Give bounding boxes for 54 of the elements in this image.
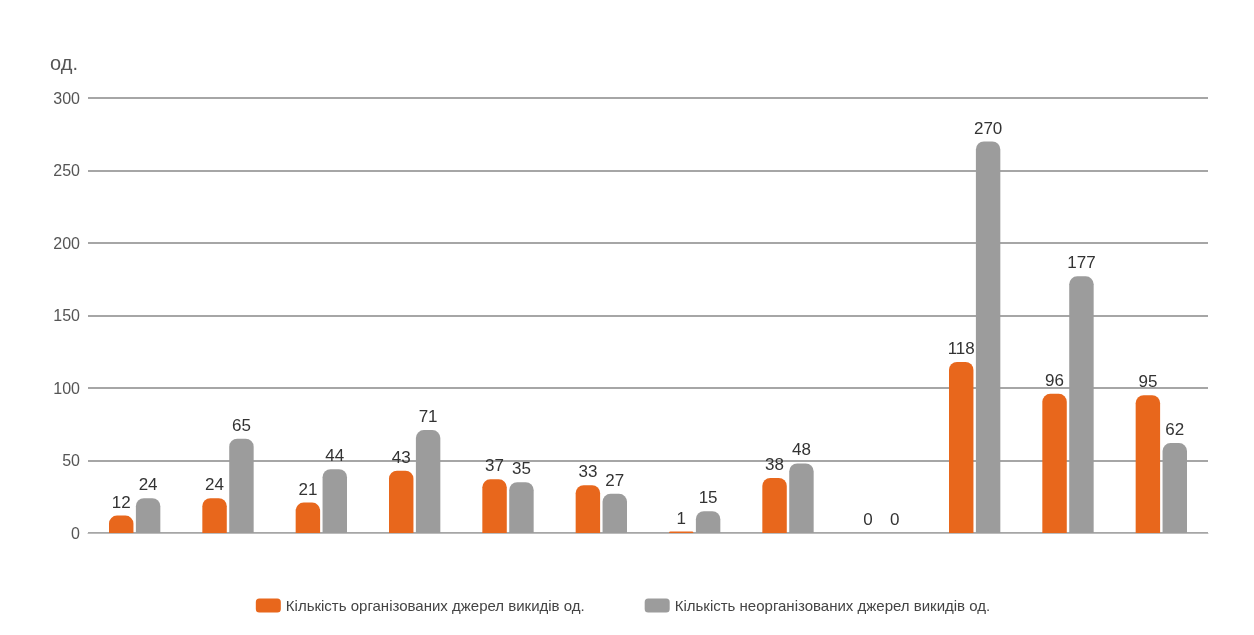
data-label: 1 bbox=[676, 508, 686, 528]
data-label: 44 bbox=[325, 446, 345, 466]
bar bbox=[1069, 276, 1094, 533]
data-label: 177 bbox=[1067, 253, 1096, 273]
y-tick-label: 200 bbox=[53, 234, 81, 252]
y-tick-label: 100 bbox=[53, 379, 81, 397]
bar bbox=[1135, 395, 1161, 533]
y-tick-label: 250 bbox=[53, 162, 81, 179]
data-label: 12 bbox=[111, 492, 131, 512]
bar bbox=[202, 498, 227, 533]
bar bbox=[322, 469, 347, 533]
y-tick-label: 0 bbox=[71, 524, 81, 542]
bar bbox=[389, 470, 414, 533]
bar bbox=[789, 463, 814, 533]
bar bbox=[602, 493, 627, 533]
bar bbox=[295, 502, 321, 533]
data-label: 24 bbox=[138, 475, 158, 495]
bar bbox=[762, 477, 787, 533]
bar bbox=[695, 511, 721, 533]
data-label: 33 bbox=[578, 462, 598, 482]
bar bbox=[1162, 443, 1187, 533]
bar bbox=[949, 361, 974, 533]
y-tick-label: 300 bbox=[53, 89, 81, 107]
bar bbox=[975, 141, 1001, 533]
y-tick-label: 150 bbox=[53, 307, 81, 324]
bar bbox=[135, 498, 161, 533]
data-label: 15 bbox=[698, 488, 718, 508]
y-axis-title: од. bbox=[50, 52, 78, 74]
bar bbox=[482, 479, 507, 533]
data-label: 21 bbox=[298, 479, 318, 499]
y-tick-label: 50 bbox=[62, 452, 81, 469]
bar bbox=[415, 430, 441, 533]
legend-label: Кількість неорганізованих джерел викидів од. bbox=[674, 597, 991, 614]
data-label: 96 bbox=[1045, 370, 1065, 390]
data-label: 71 bbox=[418, 407, 438, 427]
data-label: 37 bbox=[485, 456, 505, 476]
bar bbox=[1042, 393, 1067, 533]
data-label: 0 bbox=[863, 510, 873, 529]
data-label: 62 bbox=[1165, 420, 1185, 440]
data-label: 270 bbox=[973, 118, 1003, 138]
data-label: 27 bbox=[605, 470, 625, 490]
data-label: 65 bbox=[231, 415, 251, 435]
data-label: 0 bbox=[890, 510, 900, 529]
data-label: 38 bbox=[765, 454, 785, 474]
data-label: 35 bbox=[511, 459, 531, 479]
bar bbox=[575, 485, 601, 533]
bar bbox=[509, 482, 534, 533]
data-label: 118 bbox=[947, 338, 975, 358]
legend-label: Кількість організованих джерел викидів од. bbox=[285, 597, 585, 614]
data-label: 43 bbox=[391, 447, 411, 467]
data-label: 48 bbox=[791, 440, 811, 460]
data-label: 24 bbox=[205, 475, 225, 495]
data-label: 95 bbox=[1138, 372, 1158, 392]
bar bbox=[229, 438, 254, 533]
